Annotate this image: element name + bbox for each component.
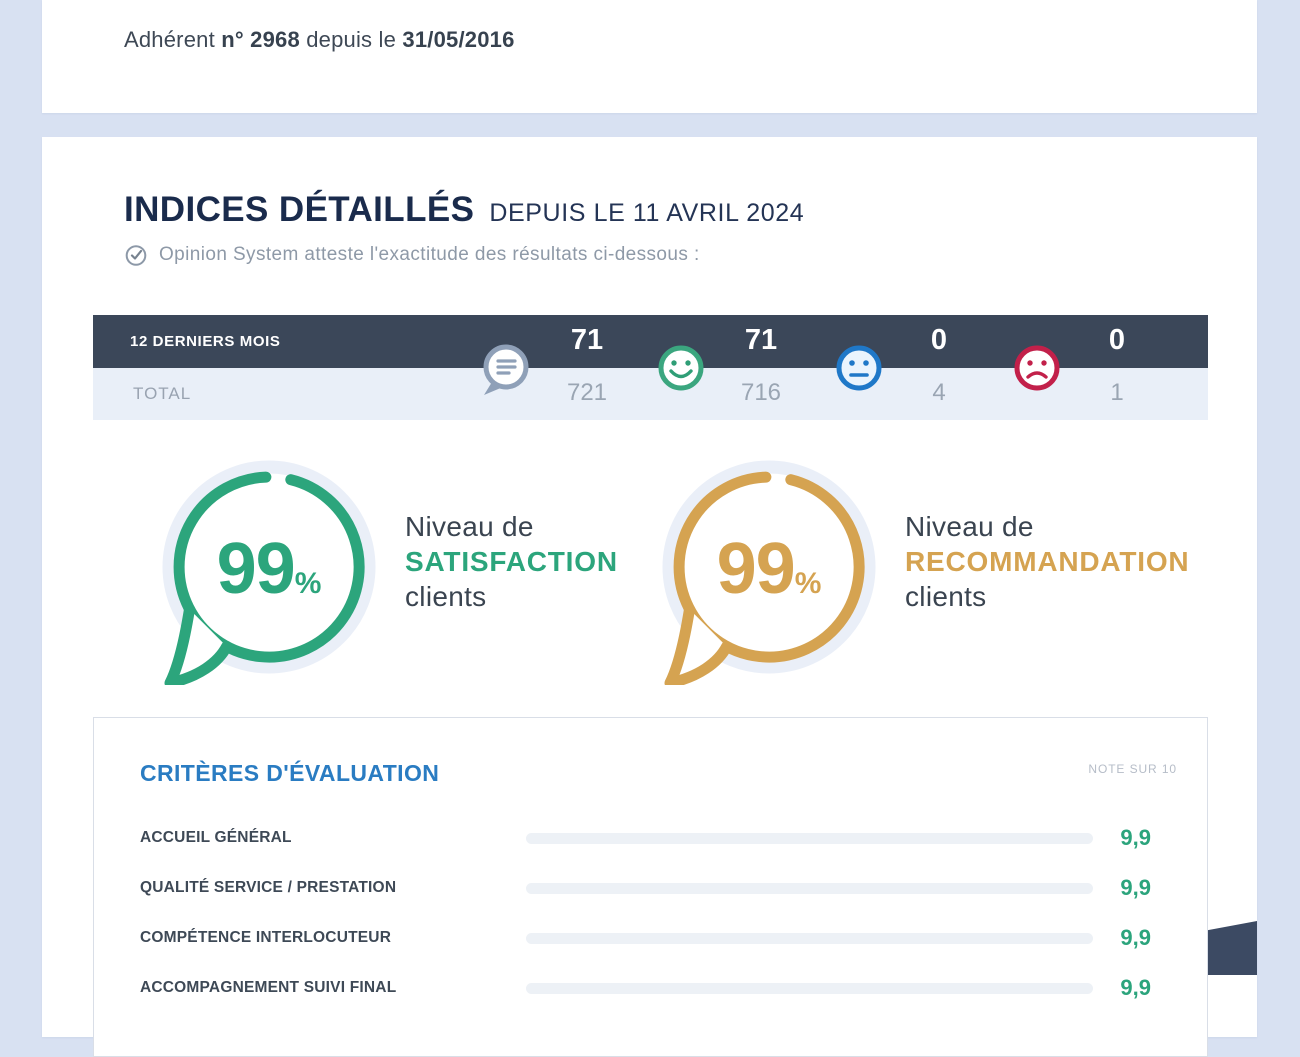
score-bar-track bbox=[526, 932, 1093, 944]
neutral-total-count: 4 bbox=[932, 379, 946, 406]
sad-total-count: 1 bbox=[1110, 379, 1124, 406]
satisfaction-percent: 99 bbox=[216, 529, 296, 609]
criteria-title: CRITÈRES D'ÉVALUATION bbox=[140, 760, 440, 786]
happy-total-count: 716 bbox=[740, 379, 782, 406]
total-label: TOTAL bbox=[133, 384, 192, 403]
membership-prefix: Adhérent bbox=[124, 27, 215, 52]
criteria-score: 9,9 bbox=[1120, 975, 1151, 1000]
attestation-line: Opinion System atteste l'exactitude des … bbox=[124, 243, 700, 267]
recommendation-percent: 99 bbox=[716, 529, 796, 609]
neutral-face-icon bbox=[836, 345, 882, 391]
recommendation-caption: Niveau de RECOMMANDATION clients bbox=[905, 509, 1189, 614]
criteria-label: ACCUEIL GÉNÉRAL bbox=[140, 829, 292, 846]
criteria-label: ACCOMPAGNEMENT SUIVI FINAL bbox=[140, 979, 397, 996]
satisfaction-percent-sign: % bbox=[294, 567, 322, 600]
reviews-total-count: 721 bbox=[566, 379, 608, 406]
detailed-indices-card: INDICES DÉTAILLÉS DEPUIS LE 11 AVRIL 202… bbox=[42, 137, 1257, 1057]
criteria-label: COMPÉTENCE INTERLOCUTEUR bbox=[140, 929, 392, 946]
reviews-recent-count: 71 bbox=[570, 324, 604, 356]
criteria-rows: ACCUEIL GÉNÉRAL 9,9 QUALITÉ SERVICE / PR… bbox=[94, 813, 1207, 1013]
criteria-score: 9,9 bbox=[1120, 825, 1151, 850]
membership-card: Adhérent n° 2968 depuis le 31/05/2016 bbox=[42, 0, 1257, 113]
criteria-score: 9,9 bbox=[1120, 925, 1151, 950]
recommendation-percent-sign: % bbox=[794, 567, 822, 600]
recent-label: 12 DERNIERS MOIS bbox=[130, 333, 281, 350]
criteria-row: ACCOMPAGNEMENT SUIVI FINAL 9,9 bbox=[94, 963, 1207, 1013]
recommendation-caption-line3: clients bbox=[905, 581, 987, 612]
page-title: INDICES DÉTAILLÉS bbox=[124, 190, 475, 229]
recommendation-caption-highlight: RECOMMANDATION bbox=[905, 546, 1190, 577]
criteria-label: QUALITÉ SERVICE / PRESTATION bbox=[140, 879, 397, 896]
criteria-row: QUALITÉ SERVICE / PRESTATION 9,9 bbox=[94, 863, 1207, 913]
opinion-system-page: { "membership": { "prefix": "Adhérent", … bbox=[42, 0, 1257, 1057]
satisfaction-value: 99 % bbox=[154, 455, 384, 685]
corner-ribbon bbox=[1208, 921, 1257, 975]
satisfaction-caption: Niveau de SATISFACTION clients bbox=[405, 509, 618, 614]
section-heading: INDICES DÉTAILLÉS DEPUIS LE 11 AVRIL 202… bbox=[124, 190, 804, 230]
criteria-score: 9,9 bbox=[1120, 875, 1151, 900]
evaluation-criteria-panel: CRITÈRES D'ÉVALUATION NOTE SUR 10 ACCUEI… bbox=[93, 717, 1208, 1057]
speech-bubble-icon bbox=[483, 344, 529, 395]
happy-face-icon bbox=[658, 345, 704, 391]
sad-recent-count: 0 bbox=[1108, 324, 1126, 356]
recommendation-value: 99 % bbox=[654, 455, 884, 685]
membership-number: n° 2968 bbox=[221, 27, 300, 52]
membership-date: 31/05/2016 bbox=[402, 27, 515, 52]
recommendation-caption-line1: Niveau de bbox=[905, 511, 1034, 542]
recommendation-gauge bbox=[662, 460, 876, 685]
criteria-row: COMPÉTENCE INTERLOCUTEUR 9,9 bbox=[94, 913, 1207, 963]
membership-connector: depuis le bbox=[306, 27, 397, 52]
neutral-recent-count: 0 bbox=[930, 324, 948, 356]
attestation-text: Opinion System atteste l'exactitude des … bbox=[159, 244, 700, 265]
certified-check-icon bbox=[125, 245, 147, 266]
score-bar-track bbox=[526, 982, 1093, 994]
score-bar-track bbox=[526, 882, 1093, 894]
criteria-scale-note: NOTE SUR 10 bbox=[1088, 762, 1177, 776]
stats-table: 12 DERNIERS MOIS TOTAL 71 721 71 716 0 4… bbox=[93, 315, 1208, 420]
satisfaction-gauge bbox=[162, 460, 376, 685]
satisfaction-caption-highlight: SATISFACTION bbox=[405, 546, 618, 577]
page-period: DEPUIS LE 11 AVRIL 2024 bbox=[489, 199, 805, 227]
criteria-row: ACCUEIL GÉNÉRAL 9,9 bbox=[94, 813, 1207, 863]
score-bar-track bbox=[526, 832, 1093, 844]
happy-recent-count: 71 bbox=[744, 324, 778, 356]
membership-line: Adhérent n° 2968 depuis le 31/05/2016 bbox=[124, 27, 515, 53]
satisfaction-caption-line1: Niveau de bbox=[405, 511, 534, 542]
satisfaction-caption-line3: clients bbox=[405, 581, 487, 612]
sad-face-icon bbox=[1014, 345, 1060, 391]
